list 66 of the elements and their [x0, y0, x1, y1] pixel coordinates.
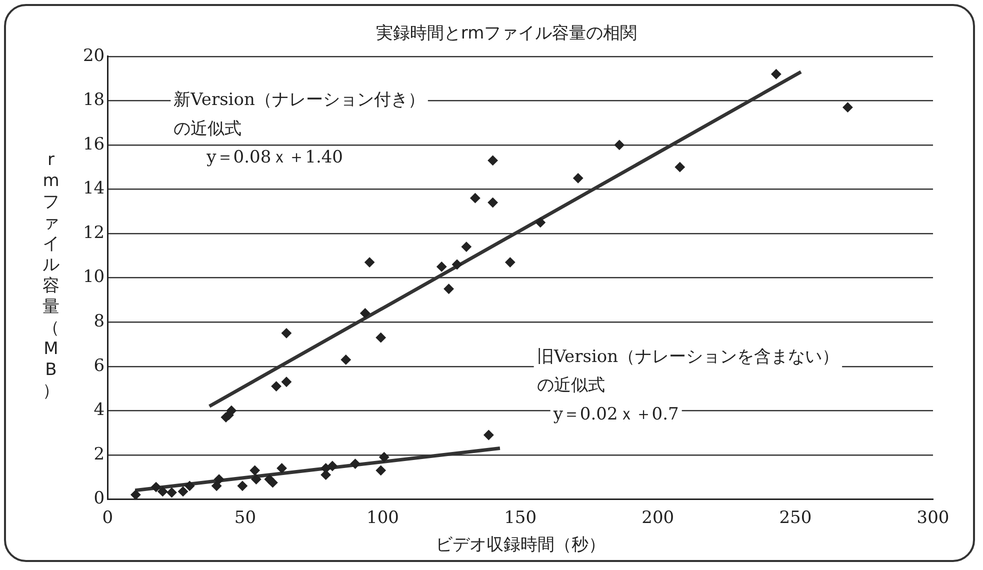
x-tick-label: 150: [504, 508, 537, 528]
point: [250, 465, 260, 476]
annotation: 新Version（ナレーション付き）: [174, 90, 425, 110]
point: [340, 354, 351, 365]
point: [327, 460, 338, 471]
chart-title: 実録時間とrmファイル容量の相関: [376, 24, 638, 44]
point: [674, 162, 685, 172]
y-tick-label: 2: [94, 444, 105, 464]
point: [226, 406, 236, 416]
y-tick-label: 18: [82, 90, 105, 110]
point: [484, 430, 494, 440]
point: [488, 198, 498, 208]
point: [166, 488, 177, 498]
point: [376, 465, 386, 476]
y-tick-label: 14: [82, 178, 105, 199]
point: [436, 262, 447, 272]
point: [178, 486, 188, 496]
x-tick-label: 100: [366, 508, 399, 528]
y-tick-label: 8: [94, 312, 105, 332]
point: [251, 474, 262, 484]
point: [505, 257, 516, 268]
annotation: y＝0.08ｘ＋1.40: [206, 148, 343, 168]
point: [444, 284, 454, 294]
annotation: の近似式: [536, 376, 605, 396]
point: [151, 482, 162, 492]
point: [268, 478, 278, 488]
point: [350, 458, 360, 469]
y-tick-label: 10: [82, 267, 105, 288]
point: [271, 381, 282, 392]
x-tick-label: 300: [916, 508, 950, 528]
point: [184, 480, 195, 491]
point: [452, 260, 462, 270]
y-tick-label: 4: [94, 400, 105, 420]
point: [771, 69, 782, 80]
point: [376, 332, 386, 343]
point: [842, 102, 853, 112]
point: [276, 463, 287, 474]
x-axis-title: ビデオ収録時間（秒）: [435, 535, 606, 556]
point: [237, 480, 248, 491]
point: [488, 155, 498, 166]
y-tick-label: 16: [82, 134, 105, 154]
point: [212, 480, 222, 491]
point: [364, 257, 375, 268]
point: [461, 242, 472, 252]
point: [535, 217, 546, 228]
point: [214, 474, 224, 484]
x-tick-label: 200: [642, 508, 674, 528]
point: [614, 140, 624, 150]
annotation: の近似式: [174, 118, 242, 139]
x-tick-label: 50: [234, 508, 256, 528]
point: [470, 193, 480, 204]
point: [281, 376, 292, 387]
point: [281, 328, 292, 338]
point: [573, 173, 584, 184]
point: [379, 452, 390, 462]
point: [158, 486, 168, 496]
point: [360, 308, 370, 318]
x-tick-label: 250: [779, 508, 812, 528]
y-tick-label: 6: [94, 356, 105, 376]
annotation: 旧Version（ナレーションを含まない）: [536, 346, 840, 367]
y-tick-label: 0: [94, 488, 105, 509]
annotation: y＝0.02ｘ＋0.7: [552, 404, 679, 424]
y-tick-label: 20: [82, 46, 105, 66]
point: [130, 490, 141, 500]
text: rmファイル容量（MB）: [42, 150, 60, 401]
y-tick-label: 12: [82, 222, 105, 243]
